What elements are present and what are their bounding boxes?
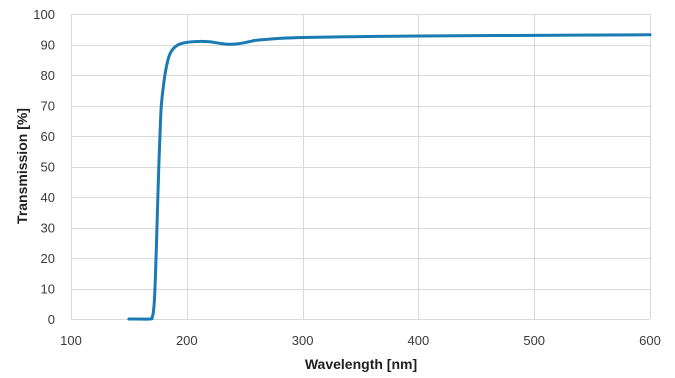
x-tick-label: 600 [639,333,661,348]
series-lines [127,33,652,321]
x-tick-label: 300 [292,333,314,348]
y-tick-label: 60 [41,129,55,144]
y-tick-label: 100 [33,7,55,22]
transmission-series-line [127,33,652,321]
y-tick-label: 70 [41,99,55,114]
y-tick-labels: 0 10 20 30 40 50 60 70 80 90 100 [33,7,55,327]
y-tick-label: 30 [41,221,55,236]
y-tick-label: 20 [41,251,55,266]
y-tick-label: 80 [41,68,55,83]
grid [71,14,651,320]
x-axis-label: Wavelength [nm] [305,356,417,372]
y-axis-label: Transmission [%] [14,108,30,224]
y-tick-label: 50 [41,160,55,175]
x-tick-label: 400 [408,333,430,348]
x-tick-label: 500 [523,333,545,348]
y-tick-label: 0 [48,312,55,327]
x-tick-label: 200 [176,333,198,348]
y-tick-label: 90 [41,38,55,53]
x-tick-label: 100 [60,333,82,348]
y-tick-label: 10 [41,282,55,297]
y-tick-label: 40 [41,190,55,205]
x-tick-labels: 100 200 300 400 500 600 [60,333,661,348]
